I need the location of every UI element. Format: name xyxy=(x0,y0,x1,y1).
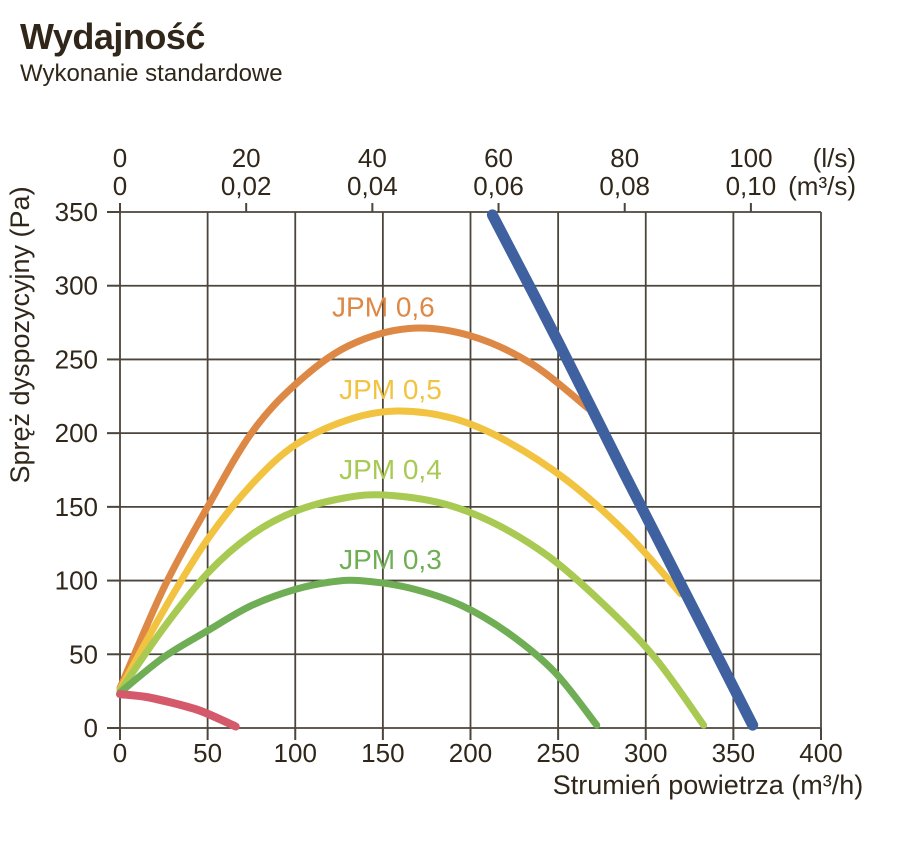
curve-jpm-0-4 xyxy=(116,491,708,729)
y-tick-label-100: 100 xyxy=(55,566,98,596)
x-tick-label-50: 50 xyxy=(193,738,222,768)
x-tick-label-200: 200 xyxy=(449,738,492,768)
y-tick-label-0: 0 xyxy=(84,713,98,743)
top-tick-label-m3s-100: 0,10 xyxy=(726,171,777,201)
x-tick-label-350: 350 xyxy=(712,738,755,768)
y-tick-label-350: 350 xyxy=(55,197,98,227)
curve-jpm-0-6 xyxy=(116,324,592,692)
x-tick-label-400: 400 xyxy=(799,738,842,768)
x-tick-label-150: 150 xyxy=(361,738,404,768)
x-tick-label-250: 250 xyxy=(536,738,579,768)
curve-jpm-0-5 xyxy=(116,407,685,694)
top-tick-label-ls-40: 40 xyxy=(358,143,387,173)
curve-limit-high-blue xyxy=(486,209,759,731)
x-tick-label-300: 300 xyxy=(624,738,667,768)
curve-label-jpm-0-4: JPM 0,4 xyxy=(339,454,442,485)
top-tick-label-ls-60: 60 xyxy=(484,143,513,173)
top-tick-label-ls-100: 100 xyxy=(729,143,772,173)
top-tick-label-ls-20: 20 xyxy=(232,143,261,173)
top-tick-label-m3s-60: 0,06 xyxy=(473,171,524,201)
top-tick-label-ls-80: 80 xyxy=(610,143,639,173)
top-axis-unit-ls: (l/s) xyxy=(813,143,856,173)
curve-jpm-0-3 xyxy=(116,576,601,729)
page-subtitle: Wykonanie standardowe xyxy=(20,60,283,87)
y-tick-label-200: 200 xyxy=(55,418,98,448)
top-tick-label-m3s-40: 0,04 xyxy=(347,171,398,201)
y-tick-label-50: 50 xyxy=(69,639,98,669)
curve-label-jpm-0-3: JPM 0,3 xyxy=(339,544,442,575)
page-title: Wydajność xyxy=(20,16,205,57)
y-tick-label-250: 250 xyxy=(55,344,98,374)
curve-limit-low-red xyxy=(116,690,240,731)
curve-label-jpm-0-5: JPM 0,5 xyxy=(339,374,442,405)
y-axis-title: Spręż dyspozycyjny (Pa) xyxy=(5,186,35,483)
top-tick-label-m3s-20: 0,02 xyxy=(221,171,272,201)
top-tick-label-ls-0: 0 xyxy=(113,143,127,173)
top-tick-label-m3s-80: 0,08 xyxy=(599,171,650,201)
x-tick-label-100: 100 xyxy=(274,738,317,768)
y-tick-label-300: 300 xyxy=(55,271,98,301)
curve-label-jpm-0-6: JPM 0,6 xyxy=(332,292,435,323)
x-axis-title: Strumień powietrza (m³/h) xyxy=(553,770,864,800)
top-axis-unit-m3s: (m³/s) xyxy=(788,171,856,201)
top-tick-label-m3s-0: 0 xyxy=(113,171,127,201)
x-tick-label-0: 0 xyxy=(113,738,127,768)
y-tick-label-150: 150 xyxy=(55,492,98,522)
